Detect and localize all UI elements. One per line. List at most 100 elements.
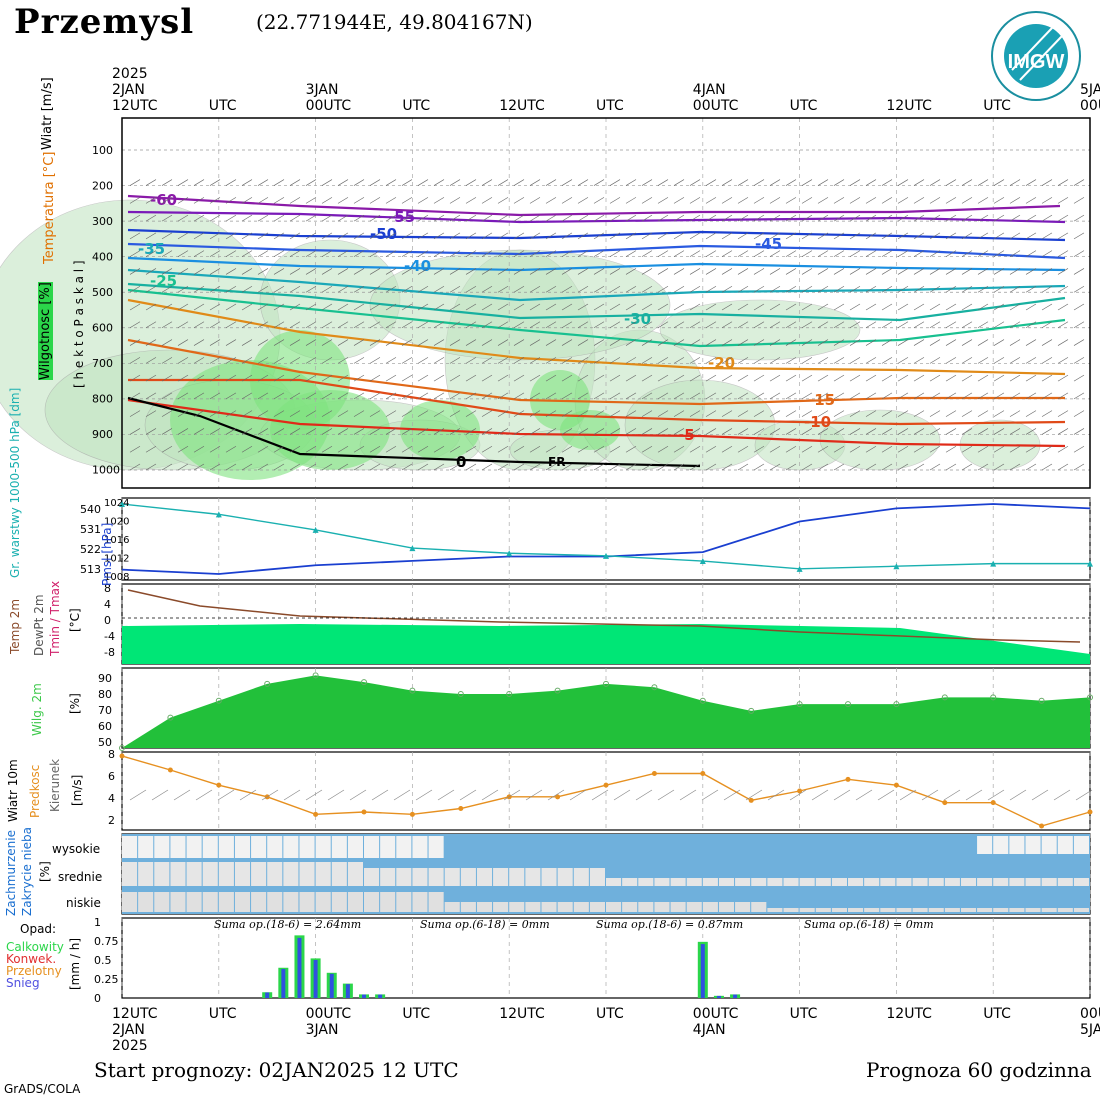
wind-direction-barb	[283, 789, 301, 801]
wind-barb	[737, 374, 749, 382]
wind-barb	[225, 392, 237, 400]
wind-barb	[657, 463, 669, 471]
wind-barb	[849, 410, 861, 417]
wind-barb	[193, 197, 205, 204]
wind-barb	[241, 214, 253, 222]
wind-barb	[305, 410, 317, 417]
wind-barb	[417, 232, 429, 240]
wind-barb	[449, 410, 461, 417]
wind-barb	[673, 197, 685, 204]
wind-barb	[433, 463, 445, 471]
wind-barb	[961, 232, 973, 240]
wind-barb	[497, 214, 509, 222]
wind-barb	[337, 268, 349, 275]
wind-barb	[433, 410, 445, 417]
cloud-mid-bar	[541, 868, 557, 886]
wind-barb	[129, 428, 141, 435]
wind-barb	[673, 357, 685, 364]
wind-barb	[481, 303, 493, 311]
wind-barb	[721, 197, 733, 204]
top-date-label: 5JAN	[1080, 82, 1100, 98]
logo-text: IMGW	[1008, 51, 1065, 73]
wind-barb	[961, 428, 973, 435]
wind-barb	[913, 357, 925, 364]
wind-barb	[769, 321, 781, 329]
wind-direction-barb	[569, 789, 587, 801]
wind-barb	[657, 179, 669, 186]
wind-barb	[833, 285, 845, 293]
wind-barb	[545, 392, 557, 400]
wind-barb	[1041, 392, 1053, 400]
wind-barb	[881, 268, 893, 275]
wind-barb	[1041, 303, 1053, 311]
wind-barb	[673, 214, 685, 222]
wind-barb	[1073, 303, 1085, 311]
wind-barb	[193, 374, 205, 382]
wind-barb	[273, 428, 285, 435]
wind-barb	[529, 285, 541, 293]
wind-barb	[305, 268, 317, 275]
wind-barb	[257, 321, 269, 329]
wind-barb	[785, 410, 797, 417]
wind-barb	[161, 232, 173, 240]
wind-barb	[1009, 321, 1021, 329]
wind-barb	[401, 250, 413, 257]
wind-barb	[449, 250, 461, 257]
wind-barb	[353, 428, 365, 435]
wind-barb	[1057, 392, 1069, 400]
wind-barb	[225, 214, 237, 222]
cloud-high-bar	[186, 836, 202, 858]
wind-barb	[929, 445, 941, 453]
cloud-mid-bar	[944, 878, 960, 886]
wind-barb	[401, 339, 413, 346]
wind-barb	[817, 463, 829, 471]
wind-barb	[561, 374, 573, 382]
wind-barb	[993, 268, 1005, 275]
wind-barb	[225, 321, 237, 329]
wind-barb	[417, 179, 429, 186]
isotherm-label: -15	[808, 391, 835, 409]
wind-barb	[209, 303, 221, 311]
wind-barb	[897, 392, 909, 400]
wind-barb	[337, 392, 349, 400]
wind-barb	[497, 179, 509, 186]
label-dewpt: DewPt 2m	[32, 594, 46, 656]
wind-barb	[913, 463, 925, 471]
wind-barb	[401, 214, 413, 222]
wind-barb	[993, 321, 1005, 329]
wind-barb	[1025, 214, 1037, 222]
wind-speed-point	[990, 800, 996, 806]
wind-barb	[705, 321, 717, 329]
cloud-low-bar	[283, 892, 299, 912]
wind-barb	[465, 250, 477, 257]
cloud-mid-bar	[1041, 878, 1057, 886]
cloud-mid-bar	[977, 878, 993, 886]
precip-sum-label: Suma op.(6-18) = 0mm	[804, 918, 934, 931]
wind-barb	[1025, 285, 1037, 293]
cloud-low-bar	[138, 892, 154, 912]
wind-barb	[241, 285, 253, 293]
wind-barb	[993, 374, 1005, 382]
wind-barb	[673, 285, 685, 293]
wind-barb	[129, 214, 141, 222]
wind-barb	[481, 339, 493, 346]
wind-direction-barb	[965, 789, 983, 801]
wind-barb	[465, 463, 477, 471]
wind-barb	[881, 392, 893, 400]
wind-direction-barb	[855, 789, 873, 801]
wind-barb	[305, 321, 317, 329]
wind-barb	[449, 285, 461, 293]
wind-barb	[529, 303, 541, 311]
pmsl-tick-label: 1016	[104, 535, 129, 546]
wind-barb	[385, 268, 397, 275]
wind-barb	[561, 339, 573, 346]
wind-barb	[929, 357, 941, 364]
wind-barb	[961, 214, 973, 222]
wind-barb	[865, 392, 877, 400]
wind-barb	[561, 392, 573, 400]
label-pmsl: Pmsl [hPa]	[100, 522, 114, 586]
wind-barb	[865, 285, 877, 293]
wind-barb	[129, 374, 141, 382]
temp-tick-label: -8	[104, 646, 115, 659]
wind-barb	[801, 392, 813, 400]
